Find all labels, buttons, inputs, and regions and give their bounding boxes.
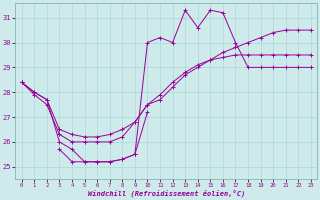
- X-axis label: Windchill (Refroidissement éolien,°C): Windchill (Refroidissement éolien,°C): [88, 190, 245, 197]
